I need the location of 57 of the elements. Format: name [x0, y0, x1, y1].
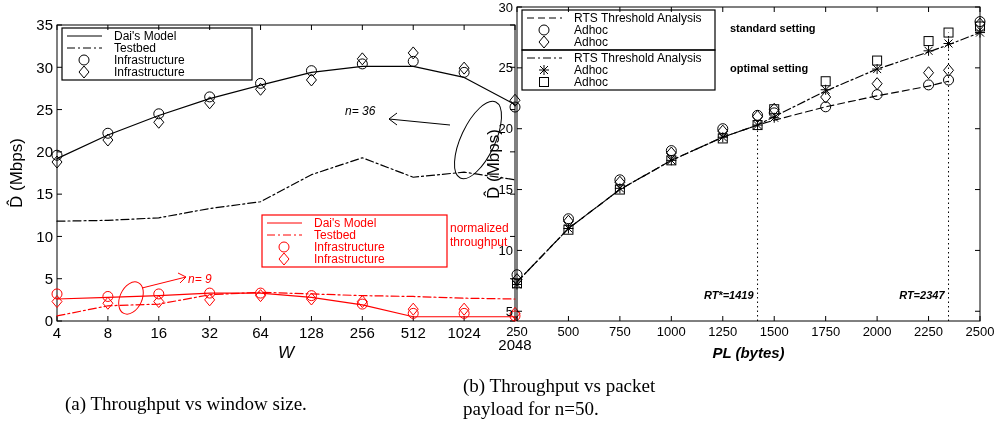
ref-line-label: RT*=1419 [703, 289, 755, 301]
y-tick-label: 35 [36, 16, 53, 34]
y-tick-label: 15 [498, 182, 513, 198]
y-tick-label: 10 [36, 227, 53, 245]
annotation: n= 9 [188, 272, 213, 286]
annotation: standard setting [730, 22, 816, 34]
legend-label: Adhoc [574, 23, 609, 38]
x-tick-label: 1750 [811, 324, 841, 339]
x-tick-label: 8 [103, 324, 113, 341]
x-tick-label: 1024 [447, 324, 481, 341]
x-tick-label: 2048 [498, 336, 532, 353]
legend-label: Infrastructure [314, 252, 386, 267]
legend-label: Dai's Model [314, 216, 377, 231]
legend-label: Testbed [114, 41, 157, 56]
text: (a) Throughput vs window size. [65, 393, 307, 415]
x-tick-label: 64 [252, 324, 269, 341]
x-tick-label: 2250 [914, 324, 944, 339]
x-tick-label: 16 [150, 324, 168, 341]
annotation: optimal setting [730, 62, 809, 74]
x-tick-label: 128 [298, 324, 324, 341]
x-tick-label: 1000 [656, 324, 686, 339]
y-tick-label: 0 [44, 312, 53, 330]
legend-label: RTS Threshold Analysis [574, 11, 702, 26]
y-tick-label: 25 [498, 60, 513, 76]
y-axis-title: D̂ (Mbps) [6, 138, 26, 208]
legend-label: RTS Threshold Analysis [574, 51, 702, 66]
x-tick-label: 1250 [708, 324, 738, 339]
legend-label: Dai's Model [114, 29, 177, 44]
x-tick-label: 250 [506, 324, 528, 339]
annotation: n= 36 [345, 104, 376, 118]
legend-label: Adhoc [574, 63, 609, 78]
legend-label: Infrastructure [314, 240, 386, 255]
x-tick-label: 1500 [759, 324, 789, 339]
y-tick-label: 30 [498, 0, 513, 15]
x-tick-label: 750 [609, 324, 631, 339]
x-tick-label: 2500 [965, 324, 995, 339]
y-tick-label: 20 [36, 143, 53, 161]
x-tick-label: 32 [201, 324, 219, 341]
legend-label: Infrastructure [114, 65, 186, 80]
y-tick-label: 30 [36, 58, 53, 76]
x-tick-label: 4 [52, 324, 62, 341]
legend-label: Infrastructure [114, 53, 186, 68]
legend-label: Adhoc [574, 35, 609, 50]
legend-label: Testbed [314, 228, 357, 243]
x-tick-label: 512 [400, 324, 426, 341]
y-tick-label: 5 [505, 303, 513, 319]
y-tick-label: 25 [36, 100, 53, 118]
x-tick-label: 2000 [862, 324, 892, 339]
y-tick-label: 5 [44, 269, 53, 287]
text: (b) Throughput vs packet payload for n=50. [463, 375, 656, 419]
x-axis-title: W [277, 343, 296, 362]
ref-line-label: RT=2347 [899, 289, 946, 301]
x-tick-label: 256 [349, 324, 375, 341]
y-tick-label: 15 [36, 185, 53, 203]
x-tick-label: 500 [557, 324, 580, 339]
x-axis-title: PL (bytes) [712, 344, 785, 361]
legend-label: Adhoc [574, 75, 609, 90]
